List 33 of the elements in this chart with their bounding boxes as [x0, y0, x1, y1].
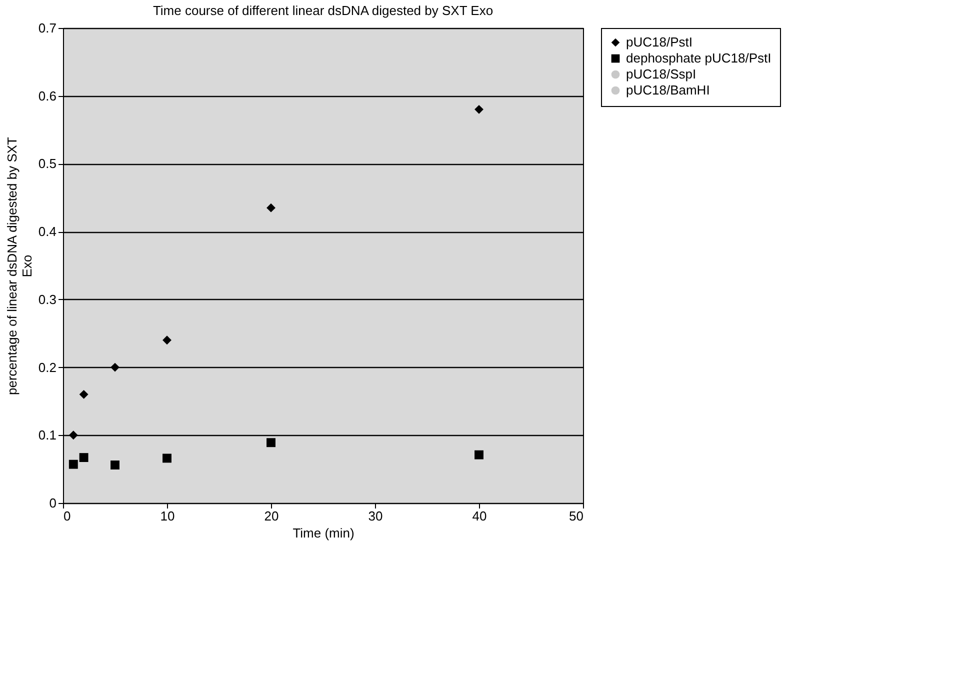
y-tick-label: 0 [49, 496, 56, 510]
x-tick-label: 50 [569, 508, 584, 524]
point [474, 450, 484, 460]
point [162, 454, 172, 463]
point [68, 430, 78, 440]
y-tick-label: 0.4 [38, 224, 56, 240]
x-tick-label: 30 [368, 508, 383, 524]
point [162, 336, 172, 345]
point [110, 362, 120, 372]
x-tick-label: 40 [472, 508, 487, 524]
point [266, 438, 276, 448]
legend-label: pUC18/SspI [626, 66, 696, 82]
chart-title: Time course of different linear dsDNA digested by SXT Exo [152, 3, 494, 18]
y-axis-title: percentage of linear dsDNA digested by SXT Exo [4, 136, 34, 395]
legend-label: pUC18/PstI [626, 34, 692, 50]
point [110, 460, 120, 470]
y-tick-label: 0.5 [38, 156, 56, 172]
y-tick-label: 0.7 [38, 20, 56, 36]
x-tick-label: 10 [160, 508, 175, 524]
legend-label: dephosphate pUC18/PstI [626, 50, 772, 66]
point [79, 453, 88, 462]
point [474, 104, 484, 114]
y-tick-label: 0.6 [38, 88, 56, 104]
x-tick-label: 20 [264, 508, 279, 524]
legend-label: pUC18/BamHI [626, 82, 710, 98]
point [266, 203, 276, 212]
y-tick-label: 0.2 [38, 360, 56, 375]
y-tick-label: 0.3 [38, 292, 56, 307]
y-tick-label: 0.1 [38, 428, 56, 443]
x-axis-title: Time (min) [292, 526, 354, 540]
point [68, 460, 78, 469]
point [79, 390, 88, 399]
x-tick-label: 0 [64, 508, 71, 524]
